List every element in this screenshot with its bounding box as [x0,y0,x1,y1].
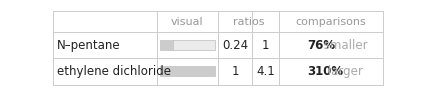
Text: 310%: 310% [307,65,343,78]
Text: 0.24: 0.24 [222,39,248,52]
Text: 76%: 76% [307,39,335,52]
Text: smaller: smaller [320,39,368,52]
Text: ratios: ratios [232,17,264,27]
Bar [159,66,215,76]
Text: 1: 1 [231,65,239,78]
Text: larger: larger [324,65,363,78]
Text: visual: visual [171,17,204,27]
Text: ethylene dichloride: ethylene dichloride [57,65,171,78]
Bar [159,40,173,50]
Text: comparisons: comparisons [295,17,366,27]
Text: 1: 1 [262,39,269,52]
Bar [159,40,215,50]
Bar [159,66,215,76]
Text: 4.1: 4.1 [256,65,275,78]
Text: N–pentane: N–pentane [57,39,121,52]
